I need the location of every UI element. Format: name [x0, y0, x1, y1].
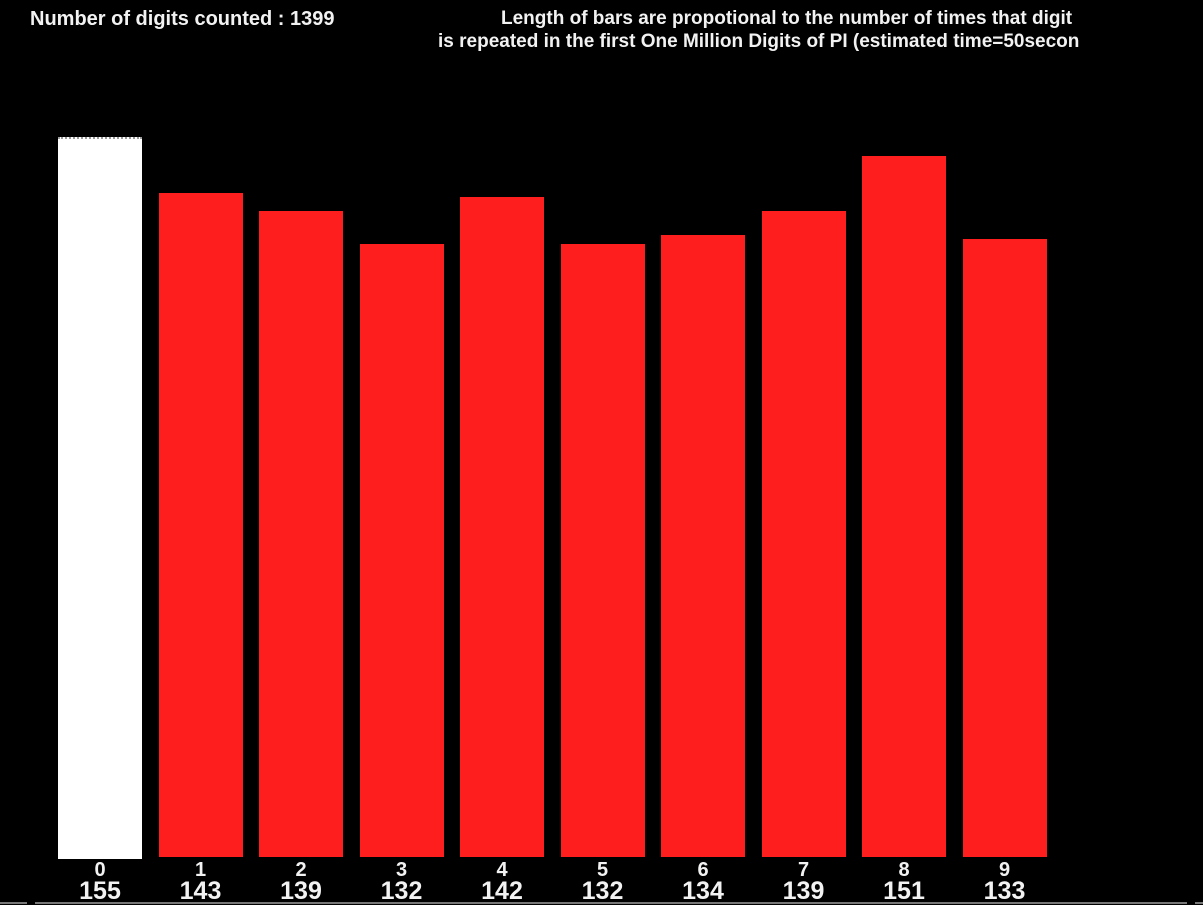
- bottom-edge-notch-right: [1187, 901, 1195, 905]
- bar-digit-2: [259, 211, 343, 857]
- bar-count-label: 142: [481, 877, 523, 905]
- bar-digit-label: 9: [998, 859, 1011, 881]
- window-bottom-edge: [0, 901, 1203, 905]
- bar-digit-label: 5: [596, 859, 609, 881]
- bar-digit-9: [962, 239, 1047, 857]
- bar-digit-3: [359, 244, 444, 857]
- bottom-edge-notch-left: [27, 901, 35, 905]
- bar-count-label: 143: [179, 877, 222, 905]
- bar-digit-1: [158, 193, 243, 857]
- bar-count-label: 139: [280, 877, 322, 905]
- chart-title-line1: Length of bars are propotional to the nu…: [501, 8, 1073, 29]
- bar-digit-label: 8: [898, 859, 910, 881]
- bar-digit-5: [560, 244, 645, 857]
- bar-digit-0: [58, 137, 142, 859]
- bar-digit-label: 7: [797, 859, 810, 881]
- bar-count-label: 132: [581, 877, 624, 905]
- chart-title-line2: is repeated in the first One Million Dig…: [438, 31, 1080, 52]
- bar-digit-label: 4: [496, 859, 508, 881]
- bar-count-label: 139: [782, 877, 825, 905]
- bar-digit-label: 6: [697, 859, 709, 881]
- bar-digit-label: 2: [295, 859, 307, 881]
- bar-count-label: 134: [682, 877, 724, 905]
- bar-count-label: 132: [380, 877, 423, 905]
- bar-count-label: 155: [79, 877, 121, 905]
- bar-count-label: 151: [883, 877, 925, 905]
- bar-digit-6: [661, 235, 745, 857]
- bar-count-label: 133: [983, 877, 1026, 905]
- bar-digit-8: [862, 156, 946, 857]
- bar-digit-7: [761, 211, 846, 857]
- bar-digit-label: 3: [395, 859, 408, 881]
- bar-digit-label: 1: [194, 859, 207, 881]
- bar-digit-label: 0: [94, 859, 106, 881]
- digits-counted-status: Number of digits counted : 1399: [30, 8, 335, 30]
- bar-digit-4: [460, 197, 544, 857]
